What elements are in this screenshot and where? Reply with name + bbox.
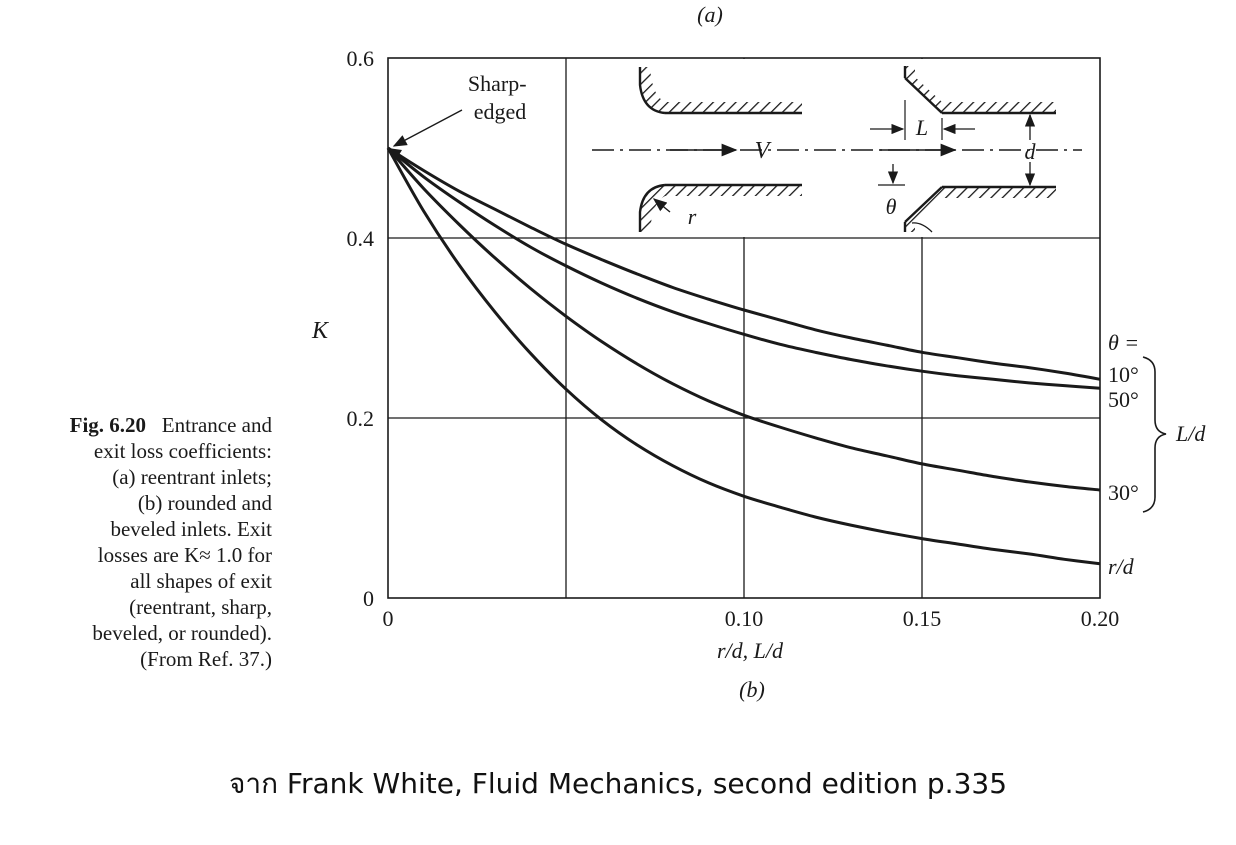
- caption-line: (a) reentrant inlets;: [112, 465, 272, 489]
- caption-line: Entrance and: [161, 413, 272, 437]
- inset-label: d: [1025, 139, 1037, 164]
- inset-label: r: [688, 204, 697, 229]
- sharp-edged-annotation: Sharp- edged: [468, 71, 532, 124]
- upper-wall-left-hatch: [665, 102, 802, 113]
- sharp-edged-arrow: [392, 109, 463, 147]
- y-axis-label: K: [311, 318, 330, 344]
- legend-title: θ =: [1108, 330, 1139, 355]
- series-label: 10°: [1108, 362, 1139, 387]
- curve-50: [387, 146, 1101, 390]
- caption-line: beveled, or rounded).: [92, 621, 272, 645]
- caption-line: (reentrant, sharp,: [129, 595, 272, 619]
- x-tick-label: 0.15: [903, 606, 942, 631]
- inset-label: V: [755, 138, 772, 164]
- curve-rd: [386, 147, 1101, 566]
- figure-label-a: (a): [697, 2, 723, 27]
- caption-line: losses are K≈ 1.0 for: [97, 543, 272, 567]
- caption-line: all shapes of exit: [130, 569, 272, 593]
- curve-30: [386, 147, 1101, 492]
- caption-line: exit loss coefficients:: [93, 439, 272, 463]
- curve-10: [387, 146, 1101, 381]
- figure-label-b: (b): [739, 677, 765, 702]
- source-note: จาก Frank White, Fluid Mechanics, second…: [228, 767, 1008, 800]
- inset-label: θ: [886, 194, 897, 219]
- curves: [386, 146, 1101, 566]
- x-tick-label: 0: [383, 606, 394, 631]
- tick-labels: 0 0.2 0.4 0.6 0 0.10 0.15 0.20: [347, 46, 1120, 631]
- figure-caption: Fig. 6.20 Entrance and exit loss coeffic…: [18, 412, 272, 672]
- y-tick-label: 0.6: [347, 46, 375, 71]
- figure-number: Fig. 6.20: [69, 413, 147, 437]
- caption-line: (From Ref. 37.): [140, 647, 272, 671]
- lower-wall-left-hatch: [665, 185, 802, 196]
- series-label: 30°: [1108, 480, 1139, 505]
- caption-line: (b) rounded and: [137, 491, 272, 515]
- caption-line-first: Fig. 6.20 Entrance and: [18, 412, 272, 438]
- y-tick-label: 0: [363, 586, 374, 611]
- inset-label: L: [915, 115, 928, 140]
- caption-line: beveled inlets. Exit: [110, 517, 272, 541]
- y-tick-label: 0.2: [347, 406, 375, 431]
- inset-labels: Vr Ld θ: [688, 115, 1037, 229]
- series-label: r/d: [1108, 554, 1135, 579]
- sharp-edged-point: [388, 148, 402, 160]
- series-labels: 10°50° 30° r/d: [1108, 362, 1139, 579]
- ld-bracket: [1142, 356, 1167, 513]
- y-tick-label: 0.4: [347, 226, 375, 251]
- x-axis-label: r/d, L/d: [717, 638, 784, 663]
- x-tick-label: 0.20: [1081, 606, 1120, 631]
- plot-frame: [387, 57, 1101, 599]
- series-label: 50°: [1108, 387, 1139, 412]
- bracket-label: L/d: [1175, 421, 1206, 446]
- lower-wall-right-hatch: [942, 187, 1056, 198]
- inlet-diagram: [592, 66, 1082, 233]
- x-tick-label: 0.10: [725, 606, 764, 631]
- upper-wall-right-hatch: [942, 102, 1056, 113]
